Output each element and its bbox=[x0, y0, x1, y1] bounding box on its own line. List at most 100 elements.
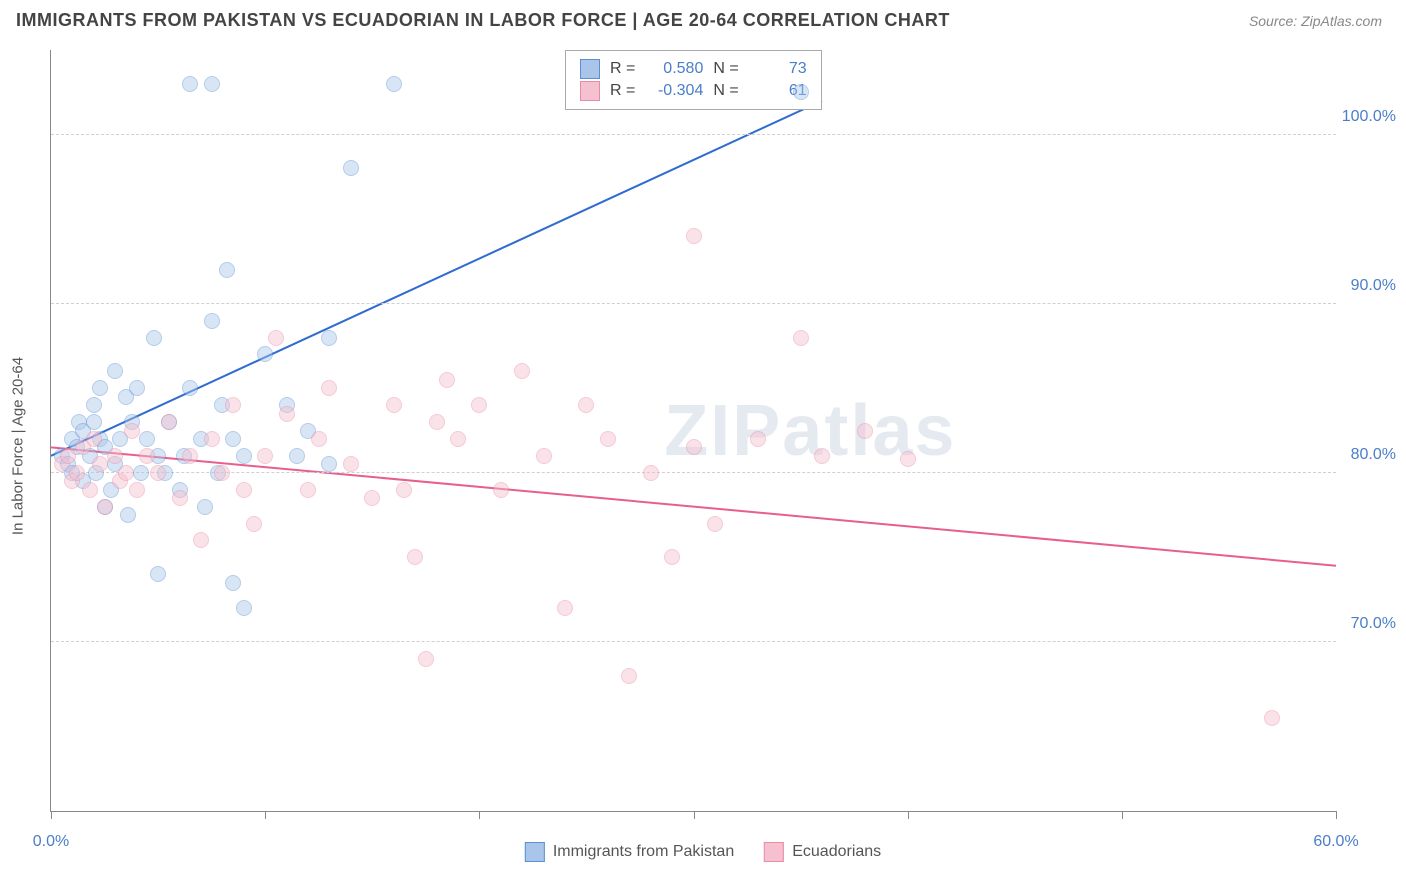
data-point bbox=[311, 431, 327, 447]
data-point bbox=[268, 330, 284, 346]
data-point bbox=[857, 423, 873, 439]
data-point bbox=[236, 482, 252, 498]
data-point bbox=[600, 431, 616, 447]
data-point bbox=[236, 600, 252, 616]
data-point bbox=[407, 549, 423, 565]
data-point bbox=[514, 363, 530, 379]
stats-swatch bbox=[580, 59, 600, 79]
gridline bbox=[51, 641, 1336, 642]
x-tick bbox=[479, 811, 480, 819]
data-point bbox=[86, 431, 102, 447]
data-point bbox=[557, 600, 573, 616]
data-point bbox=[97, 499, 113, 515]
data-point bbox=[418, 651, 434, 667]
data-point bbox=[686, 228, 702, 244]
data-point bbox=[814, 448, 830, 464]
data-point bbox=[225, 431, 241, 447]
data-point bbox=[225, 397, 241, 413]
data-point bbox=[82, 482, 98, 498]
data-point bbox=[386, 397, 402, 413]
data-point bbox=[124, 423, 140, 439]
x-tick bbox=[51, 811, 52, 819]
trend-line bbox=[51, 101, 822, 456]
y-tick-label: 100.0% bbox=[1342, 108, 1396, 126]
legend-item: Ecuadorians bbox=[764, 842, 881, 862]
data-point bbox=[343, 160, 359, 176]
data-point bbox=[146, 330, 162, 346]
data-point bbox=[643, 465, 659, 481]
data-point bbox=[204, 313, 220, 329]
data-point bbox=[197, 499, 213, 515]
data-point bbox=[172, 490, 188, 506]
x-tick-label: 0.0% bbox=[33, 833, 69, 851]
data-point bbox=[793, 84, 809, 100]
data-point bbox=[204, 431, 220, 447]
data-point bbox=[257, 346, 273, 362]
source-attribution: Source: ZipAtlas.com bbox=[1249, 13, 1382, 29]
data-point bbox=[246, 516, 262, 532]
data-point bbox=[450, 431, 466, 447]
data-point bbox=[107, 363, 123, 379]
data-point bbox=[139, 431, 155, 447]
data-point bbox=[129, 380, 145, 396]
scatter-chart: ZIPatlas R =0.580N =73R =-0.304N =61 70.… bbox=[50, 50, 1336, 812]
data-point bbox=[364, 490, 380, 506]
y-tick-label: 70.0% bbox=[1351, 615, 1396, 633]
correlation-stats-box: R =0.580N =73R =-0.304N =61 bbox=[565, 50, 822, 110]
gridline bbox=[51, 303, 1336, 304]
data-point bbox=[193, 532, 209, 548]
data-point bbox=[396, 482, 412, 498]
data-point bbox=[536, 448, 552, 464]
stats-r-value: -0.304 bbox=[645, 82, 703, 100]
data-point bbox=[621, 668, 637, 684]
data-point bbox=[86, 397, 102, 413]
data-point bbox=[750, 431, 766, 447]
data-point bbox=[793, 330, 809, 346]
data-point bbox=[578, 397, 594, 413]
data-point bbox=[60, 448, 76, 464]
data-point bbox=[150, 465, 166, 481]
legend: Immigrants from PakistanEcuadorians bbox=[525, 842, 881, 862]
data-point bbox=[133, 465, 149, 481]
data-point bbox=[257, 448, 273, 464]
x-tick bbox=[908, 811, 909, 819]
data-point bbox=[107, 448, 123, 464]
data-point bbox=[92, 380, 108, 396]
data-point bbox=[321, 456, 337, 472]
trend-lines bbox=[51, 50, 1336, 811]
data-point bbox=[182, 76, 198, 92]
y-tick-label: 90.0% bbox=[1351, 277, 1396, 295]
stats-swatch bbox=[580, 81, 600, 101]
data-point bbox=[279, 406, 295, 422]
legend-label: Ecuadorians bbox=[792, 843, 881, 861]
data-point bbox=[161, 414, 177, 430]
data-point bbox=[321, 330, 337, 346]
data-point bbox=[225, 575, 241, 591]
data-point bbox=[900, 451, 916, 467]
x-tick bbox=[694, 811, 695, 819]
data-point bbox=[139, 448, 155, 464]
data-point bbox=[219, 262, 235, 278]
stats-row: R =0.580N =73 bbox=[580, 59, 807, 79]
data-point bbox=[289, 448, 305, 464]
stats-n-label: N = bbox=[713, 60, 738, 78]
stats-n-value: 73 bbox=[749, 60, 807, 78]
data-point bbox=[707, 516, 723, 532]
data-point bbox=[118, 465, 134, 481]
stats-row: R =-0.304N =61 bbox=[580, 81, 807, 101]
data-point bbox=[1264, 710, 1280, 726]
legend-swatch bbox=[525, 842, 545, 862]
data-point bbox=[686, 439, 702, 455]
chart-title: IMMIGRANTS FROM PAKISTAN VS ECUADORIAN I… bbox=[16, 10, 950, 31]
x-tick bbox=[1122, 811, 1123, 819]
x-tick bbox=[265, 811, 266, 819]
stats-r-label: R = bbox=[610, 60, 635, 78]
stats-n-label: N = bbox=[713, 82, 738, 100]
gridline bbox=[51, 134, 1336, 135]
legend-swatch bbox=[764, 842, 784, 862]
trend-line bbox=[51, 447, 1336, 565]
data-point bbox=[664, 549, 680, 565]
y-axis-label: In Labor Force | Age 20-64 bbox=[10, 357, 27, 535]
data-point bbox=[182, 448, 198, 464]
data-point bbox=[86, 414, 102, 430]
